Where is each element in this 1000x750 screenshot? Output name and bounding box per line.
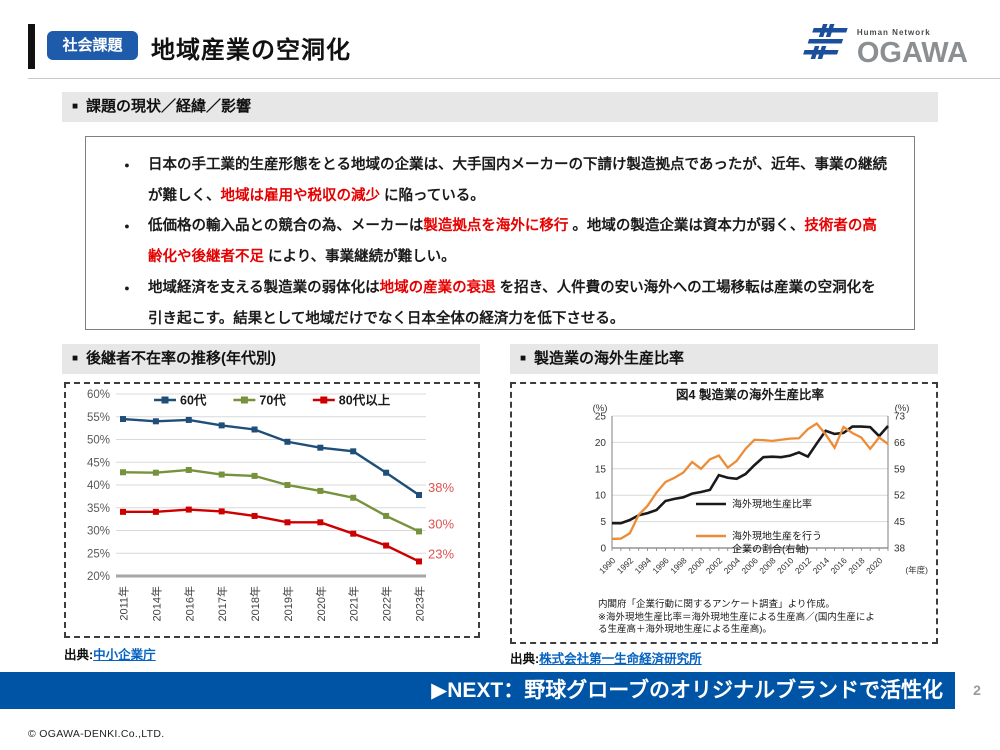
issues-points-box: ● 日本の手工業的生産形態をとる地域の企業は、大手国内メーカーの下請け製造拠点であ… (85, 136, 915, 330)
svg-text:2023年: 2023年 (413, 586, 427, 621)
logo-tagline: Human Network (856, 28, 931, 37)
svg-text:(%): (%) (895, 403, 910, 414)
svg-text:5: 5 (600, 517, 606, 528)
svg-text:2012: 2012 (793, 555, 814, 576)
svg-text:2019年: 2019年 (281, 586, 295, 621)
svg-text:2017年: 2017年 (215, 586, 229, 621)
svg-text:2000: 2000 (686, 555, 707, 576)
svg-text:(年度): (年度) (905, 565, 928, 575)
source-right-link[interactable]: 株式会社第一生命経済研究所 (539, 652, 702, 666)
svg-text:80代以上: 80代以上 (339, 393, 391, 408)
bullet-text: 低価格の輸入品との競合の為、メーカーは製造拠点を海外に移行 。地域の製造企業は資… (148, 218, 877, 266)
svg-text:2021年: 2021年 (347, 586, 361, 621)
source-left-link[interactable]: 中小企業庁 (93, 648, 156, 662)
figure-footnote: 内閣府「企業行動に関するアンケート調査」より作成。 ※海外現地生産比率＝海外現地… (598, 599, 875, 636)
header-accent-bar (28, 24, 35, 69)
page-title: 地域産業の空洞化 (151, 37, 351, 64)
svg-text:52: 52 (894, 491, 906, 502)
svg-text:企業の割合(右軸): 企業の割合(右軸) (732, 543, 809, 556)
svg-text:2008: 2008 (757, 555, 778, 576)
section-marker-icon: ■ (520, 353, 527, 364)
svg-text:38: 38 (894, 544, 906, 555)
svg-text:23%: 23% (428, 546, 454, 561)
section-title-left-chart: ■ 後継者不在率の推移(年代別) (62, 344, 480, 374)
successor-absence-line-chart: 20% 25% 30% 35% 40% 45% 50% 55% 60% 60代 70代 80代以上 38… (87, 389, 454, 621)
svg-text:59: 59 (894, 464, 906, 475)
bullet-point: ● 地域経済を支える製造業の弱体化は地域の産業の衰退 を招き、人件費の安い海外への… (106, 273, 888, 334)
overseas-production-chart-box: 図4 製造業の海外生産比率 (%) (%) 0 5 10 15 20 25 38 45 52 59 66 7… (510, 382, 938, 644)
copyright: © OGAWA-DENKI.Co.,LTD. (28, 728, 165, 740)
overseas-production-line-chart: 図4 製造業の海外生産比率 (%) (%) 0 5 10 15 20 25 38 45 52 59 66 7… (593, 387, 929, 576)
source-right: 出典:株式会社第一生命経済研究所 (510, 652, 702, 666)
bullet-point: ● 低価格の輸入品との競合の為、メーカーは製造拠点を海外に移行 。地域の製造企業は… (106, 211, 888, 272)
svg-text:2018: 2018 (846, 555, 867, 576)
svg-text:2006: 2006 (739, 555, 760, 576)
source-left: 出典:中小企業庁 (64, 648, 156, 662)
svg-text:66: 66 (894, 438, 906, 449)
svg-text:55%: 55% (87, 412, 110, 424)
svg-text:20: 20 (595, 438, 607, 449)
svg-text:(%): (%) (593, 403, 608, 414)
svg-text:2004: 2004 (722, 555, 743, 576)
svg-text:35%: 35% (87, 503, 110, 515)
svg-text:73: 73 (894, 412, 906, 423)
svg-text:30%: 30% (428, 516, 454, 531)
svg-text:2010: 2010 (775, 555, 796, 576)
points-list: ● 日本の手工業的生産形態をとる地域の企業は、大手国内メーカーの下請け製造拠点であ… (106, 150, 888, 334)
svg-text:60%: 60% (87, 389, 110, 401)
svg-text:1992: 1992 (615, 555, 636, 576)
svg-text:図4 製造業の海外生産比率: 図4 製造業の海外生産比率 (676, 387, 824, 402)
section-title-issues: ■ 課題の現状／経緯／影響 (62, 92, 938, 122)
logo-wordmark: OGAWA (856, 37, 968, 69)
ogawa-logo-icon (802, 24, 849, 65)
bullet-text: 地域経済を支える製造業の弱体化は地域の産業の衰退 を招き、人件費の安い海外への工… (148, 279, 876, 327)
svg-text:1998: 1998 (668, 555, 689, 576)
svg-text:2002: 2002 (704, 555, 725, 576)
section-marker-icon: ■ (72, 353, 79, 364)
header-divider (28, 78, 1000, 79)
svg-text:70代: 70代 (259, 393, 286, 408)
svg-text:2022年: 2022年 (380, 586, 394, 621)
bullet-icon: ● (124, 221, 130, 232)
svg-text:15: 15 (595, 464, 607, 475)
svg-text:50%: 50% (87, 435, 110, 447)
svg-text:2018年: 2018年 (248, 586, 262, 621)
bullet-text: 日本の手工業的生産形態をとる地域の企業は、大手国内メーカーの下請け製造拠点であっ… (148, 157, 888, 204)
svg-text:30%: 30% (87, 526, 110, 538)
successor-chart-box: 20% 25% 30% 35% 40% 45% 50% 55% 60% 60代 70代 80代以上 38… (64, 382, 480, 638)
svg-text:2020: 2020 (864, 555, 885, 576)
svg-text:2014: 2014 (811, 555, 832, 576)
svg-text:2014年: 2014年 (149, 586, 163, 621)
svg-text:海外現地生産比率: 海外現地生産比率 (732, 498, 812, 511)
svg-text:2016年: 2016年 (182, 586, 196, 621)
svg-text:1994: 1994 (633, 555, 654, 576)
ogawa-logo: Human Network OGAWA (802, 24, 968, 69)
svg-text:1990: 1990 (597, 555, 618, 576)
svg-text:38%: 38% (428, 480, 454, 495)
next-banner: ▶NEXT：野球グローブのオリジナルブランドで活性化 (0, 672, 955, 709)
svg-text:25: 25 (595, 412, 607, 423)
category-badge: 社会課題 (47, 31, 138, 60)
svg-text:25%: 25% (87, 548, 110, 560)
svg-text:海外現地生産を行う: 海外現地生産を行う (732, 530, 822, 543)
bullet-icon: ● (124, 282, 130, 293)
page-number: 2 (973, 682, 981, 698)
svg-text:45: 45 (894, 517, 906, 528)
svg-text:10: 10 (595, 491, 607, 502)
bullet-point: ● 日本の手工業的生産形態をとる地域の企業は、大手国内メーカーの下請け製造拠点であ… (106, 150, 888, 211)
svg-text:2016: 2016 (828, 555, 849, 576)
svg-text:40%: 40% (87, 480, 110, 492)
svg-text:2020年: 2020年 (314, 586, 328, 621)
svg-text:2011年: 2011年 (117, 586, 131, 621)
section-marker-icon: ■ (72, 101, 79, 112)
svg-text:20%: 20% (87, 571, 110, 583)
svg-text:60代: 60代 (180, 393, 207, 408)
section-title-right-chart: ■ 製造業の海外生産比率 (510, 344, 938, 374)
svg-text:45%: 45% (87, 457, 110, 469)
svg-text:1996: 1996 (650, 555, 671, 576)
bullet-icon: ● (124, 160, 130, 170)
svg-text:0: 0 (600, 544, 606, 555)
